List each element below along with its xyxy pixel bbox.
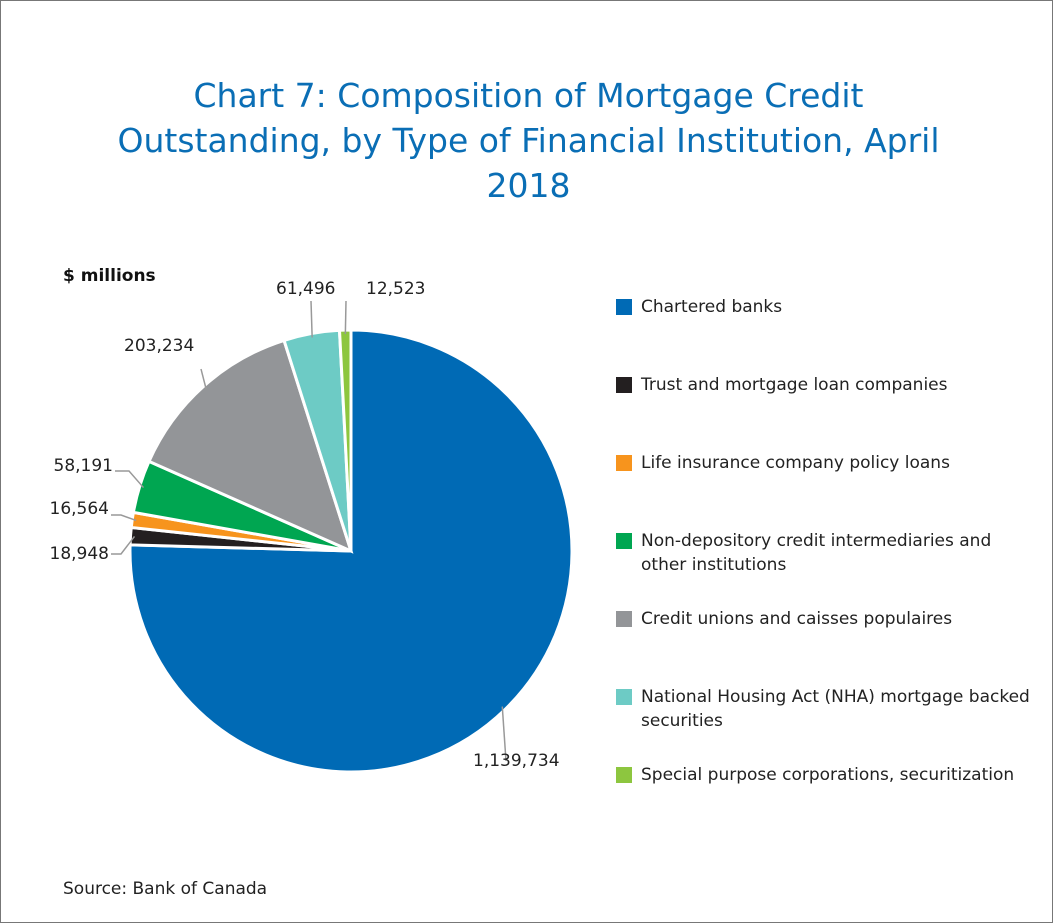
legend-swatch <box>616 299 632 315</box>
legend-label: Credit unions and caisses populaires <box>641 609 953 629</box>
legend-label: National Housing Act (NHA) mortgage back… <box>641 687 1030 731</box>
legend-entry: National Housing Act (NHA) mortgage back… <box>616 685 1036 733</box>
data-label: 203,234 <box>124 336 194 356</box>
leader-line <box>344 300 347 335</box>
legend-entry: Life insurance company policy loans <box>616 451 1036 475</box>
leader-line <box>501 706 507 762</box>
legend-entry: Trust and mortgage loan companies <box>616 373 1036 397</box>
source: Source: Bank of Canada <box>63 879 268 899</box>
unit-label: $ millions <box>63 266 156 286</box>
legend-label: Chartered banks <box>641 297 783 317</box>
legend-swatch <box>616 455 632 471</box>
legend-swatch <box>616 377 632 393</box>
data-label: 61,496 <box>276 279 335 299</box>
legend-swatch <box>616 533 632 549</box>
data-label: 16,564 <box>50 499 109 519</box>
legend-label: Special purpose corporations, securitiza… <box>641 765 1015 785</box>
legend-label: Trust and mortgage loan companies <box>641 375 948 395</box>
data-label: 1,139,734 <box>473 751 560 771</box>
legend-entry: Special purpose corporations, securitiza… <box>616 763 1036 787</box>
legend-label: Non-depository credit intermediaries and… <box>641 531 992 575</box>
leader-line <box>111 535 136 555</box>
chart-title: Chart 7: Composition of Mortgage Credit … <box>117 76 940 205</box>
data-label: 12,523 <box>366 279 425 299</box>
leader-line <box>115 470 145 489</box>
legend-swatch <box>616 611 632 627</box>
legend-swatch <box>616 767 632 783</box>
leader-line <box>111 514 137 522</box>
data-label: 58,191 <box>54 456 113 476</box>
legend-label: Life insurance company policy loans <box>641 453 950 473</box>
leader-line <box>200 368 207 390</box>
legend-entry: Credit unions and caisses populaires <box>616 607 1036 631</box>
legend-swatch <box>616 689 632 705</box>
legend-entry: Non-depository credit intermediaries and… <box>616 529 1036 577</box>
legend-entry: Chartered banks <box>616 295 1036 319</box>
leader-line <box>310 300 313 338</box>
data-label: 18,948 <box>50 544 109 564</box>
